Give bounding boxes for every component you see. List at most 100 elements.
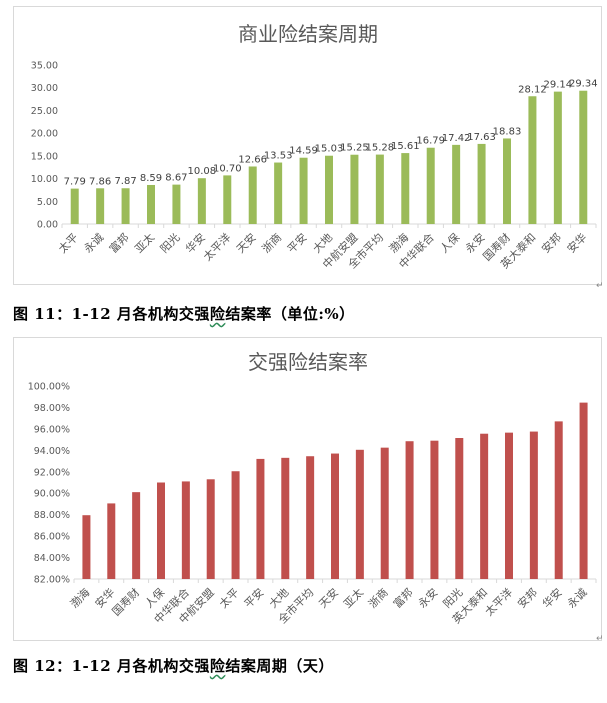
bar xyxy=(553,91,562,224)
figure-11-caption-underlined: 险 xyxy=(209,305,226,323)
bar xyxy=(223,175,232,224)
chart-compulsory-insurance-closure-rate-svg: 交强险结案率 82.00% 84.00% 86.00% 88.00% 90.00% 92.0… xyxy=(28,350,597,626)
bar xyxy=(197,178,206,224)
bar xyxy=(132,492,141,579)
bar xyxy=(325,155,333,224)
bar xyxy=(405,441,414,579)
bar xyxy=(528,96,537,224)
chart-compulsory-insurance-closure-rate: 交强险结案率 82.00% 84.00% 86.00% 88.00% 90.00% 92.0… xyxy=(13,337,602,641)
x-tick-label: 安邦 xyxy=(515,585,540,610)
bar xyxy=(505,432,513,579)
chart-title: 交强险结案率 xyxy=(248,350,368,374)
data-label: 7.87 xyxy=(114,176,136,187)
x-tick-label: 浙商 xyxy=(259,230,284,255)
data-label: 8.67 xyxy=(165,173,187,184)
bar xyxy=(452,144,461,224)
x-tick-label: 渤海 xyxy=(67,585,92,610)
bar xyxy=(455,438,464,579)
y-tick-label: 88.00% xyxy=(34,510,70,521)
bar xyxy=(355,449,364,579)
bar xyxy=(350,154,359,224)
bar xyxy=(380,447,389,579)
x-tick-label: 平安 xyxy=(241,585,266,610)
y-tick-label: 90.00% xyxy=(34,489,70,500)
data-label: 12.66 xyxy=(238,154,267,165)
x-tick-label: 人保 xyxy=(437,230,462,255)
y-tick-label: 82.00% xyxy=(34,575,70,586)
data-label: 29.14 xyxy=(544,80,573,91)
figure-11-caption-suffix: 结案率（单位:%） xyxy=(225,305,355,323)
bar xyxy=(121,188,130,224)
data-label: 16.79 xyxy=(416,136,445,147)
bar xyxy=(306,456,315,579)
bar xyxy=(477,143,486,224)
y-tick-label: 84.00% xyxy=(34,553,70,564)
x-tick-label: 平安 xyxy=(284,230,309,255)
x-tick-label: 天安 xyxy=(233,230,258,255)
data-label: 10.70 xyxy=(213,163,242,174)
data-label: 8.59 xyxy=(140,173,162,184)
data-label: 7.79 xyxy=(64,177,86,188)
y-tick-label: 35.00 xyxy=(31,61,58,72)
bar xyxy=(206,479,215,579)
bar xyxy=(299,157,308,224)
x-tick-label: 太平 xyxy=(56,231,81,256)
bar xyxy=(248,166,257,224)
x-tick-label: 国寿财 xyxy=(109,585,142,618)
figure-12-caption: 图 12：1-12 月各机构交强险结案周期（天） xyxy=(13,655,334,676)
x-tick-label: 天安 xyxy=(316,585,341,610)
bar xyxy=(107,503,116,579)
chart-commercial-insurance-cycle-svg: 商业险结案周期 0.00 5.00 10.00 15.00 20.00 25.00 30.00… xyxy=(31,22,598,271)
chart-commercial-insurance-cycle: 商业险结案周期 0.00 5.00 10.00 15.00 20.00 25.00 30.00… xyxy=(13,6,602,285)
data-label: 28.12 xyxy=(518,84,547,95)
x-tick-label: 亚太 xyxy=(132,231,157,256)
y-tick-label: 92.00% xyxy=(34,467,70,478)
y-tick-label: 30.00 xyxy=(31,83,58,94)
paragraph-mark-1: ↵ xyxy=(596,281,604,291)
bar xyxy=(281,457,290,579)
y-tick-label: 5.00 xyxy=(37,197,58,208)
data-label: 17.42 xyxy=(442,133,471,144)
bar xyxy=(529,431,538,579)
figure-11-caption: 图 11：1-12 月各机构交强险结案率（单位:%） xyxy=(13,303,355,324)
bar xyxy=(426,147,435,224)
y-tick-label: 96.00% xyxy=(34,424,70,435)
x-tick-label: 永诚 xyxy=(81,230,106,255)
data-label: 29.34 xyxy=(569,79,598,90)
bar xyxy=(331,453,339,579)
x-tick-label: 安华 xyxy=(564,230,589,255)
x-tick-label: 太平洋 xyxy=(482,585,515,618)
data-label: 15.61 xyxy=(391,141,420,152)
x-tick-label: 富邦 xyxy=(106,230,131,255)
bar xyxy=(480,433,489,579)
y-tick-label: 20.00 xyxy=(31,129,58,140)
x-tick-label: 太平洋 xyxy=(200,230,233,263)
x-tick-label: 永安 xyxy=(415,585,440,610)
bar xyxy=(579,90,588,224)
y-tick-label: 94.00% xyxy=(34,446,70,457)
bar xyxy=(503,138,511,224)
bar xyxy=(274,162,283,224)
data-label: 14.59 xyxy=(289,146,318,157)
data-label: 18.83 xyxy=(493,126,522,137)
x-tick-label: 太平 xyxy=(217,586,242,611)
bar xyxy=(181,481,190,579)
bar xyxy=(554,421,563,579)
bar xyxy=(256,458,265,579)
paragraph-mark-2: ↵ xyxy=(596,634,604,644)
bar xyxy=(231,471,240,579)
figure-12-caption-suffix: 结案周期（天） xyxy=(225,657,334,675)
data-label: 10.08 xyxy=(188,166,217,177)
data-label: 15.03 xyxy=(315,144,344,155)
x-tick-label: 浙商 xyxy=(365,585,390,610)
bar xyxy=(430,440,439,579)
data-label: 7.86 xyxy=(89,176,111,187)
chart-title: 商业险结案周期 xyxy=(238,22,378,46)
bar xyxy=(401,153,410,224)
x-tick-label: 华安 xyxy=(539,585,564,610)
y-tick-label: 100.00% xyxy=(28,382,70,393)
x-tick-label: 富邦 xyxy=(390,585,415,610)
bar xyxy=(82,515,91,579)
y-tick-label: 10.00 xyxy=(31,174,58,185)
bar xyxy=(579,402,588,579)
